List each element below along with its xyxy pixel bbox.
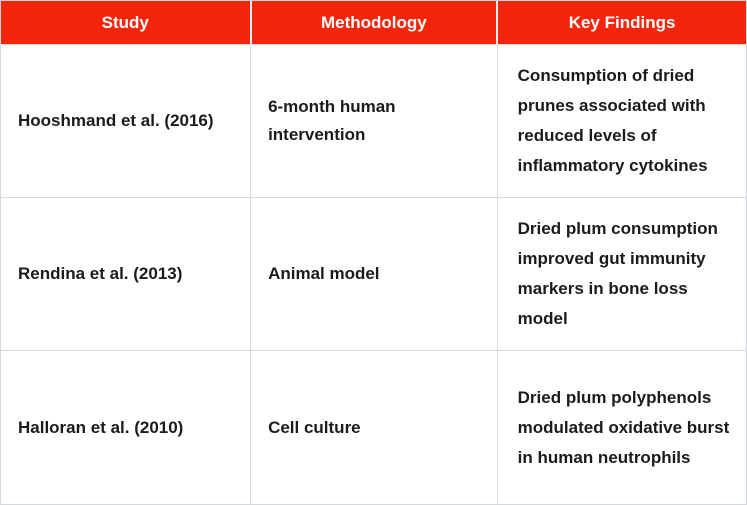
table-row: Halloran et al. (2010) Cell culture Drie… — [1, 350, 746, 504]
header-row: Study Methodology Key Findings — [1, 1, 746, 45]
cell-study: Hooshmand et al. (2016) — [1, 43, 252, 199]
cell-methodology: 6-month human intervention — [250, 43, 498, 199]
cell-study: Halloran et al. (2010) — [1, 350, 252, 504]
table-row: Rendina et al. (2013) Animal model Dried… — [1, 197, 746, 352]
column-header-methodology: Methodology — [249, 1, 498, 45]
cell-methodology: Cell culture — [250, 350, 498, 504]
cell-methodology: Animal model — [250, 197, 498, 352]
table-row: Hooshmand et al. (2016) 6-month human in… — [1, 43, 746, 199]
cell-key-findings: Consumption of dried prunes associated w… — [496, 43, 746, 199]
cell-key-findings: Dried plum polyphenols modulated oxidati… — [496, 350, 746, 504]
column-header-key-findings: Key Findings — [496, 1, 746, 45]
table-body: Hooshmand et al. (2016) 6-month human in… — [1, 43, 746, 504]
cell-key-findings: Dried plum consumption improved gut immu… — [496, 197, 746, 352]
column-header-study: Study — [1, 1, 251, 45]
cell-study: Rendina et al. (2013) — [1, 197, 252, 352]
table-header: Study Methodology Key Findings — [1, 1, 746, 45]
